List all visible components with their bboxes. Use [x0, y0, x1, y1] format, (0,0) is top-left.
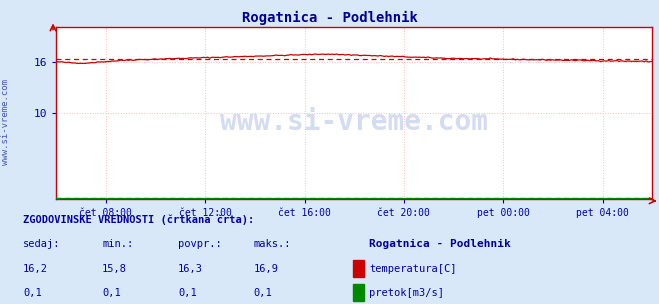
Text: www.si-vreme.com: www.si-vreme.com	[220, 108, 488, 136]
Text: min.:: min.:	[102, 239, 133, 249]
Text: 15,8: 15,8	[102, 264, 127, 274]
Text: maks.:: maks.:	[254, 239, 291, 249]
Text: povpr.:: povpr.:	[178, 239, 221, 249]
Text: www.si-vreme.com: www.si-vreme.com	[1, 79, 10, 164]
Text: 0,1: 0,1	[178, 288, 196, 298]
Text: 0,1: 0,1	[23, 288, 42, 298]
Text: 16,2: 16,2	[23, 264, 48, 274]
Text: ZGODOVINSKE VREDNOSTI (črtkana črta):: ZGODOVINSKE VREDNOSTI (črtkana črta):	[23, 214, 254, 225]
Text: 16,9: 16,9	[254, 264, 279, 274]
Text: Rogatnica - Podlehnik: Rogatnica - Podlehnik	[242, 11, 417, 25]
Text: temperatura[C]: temperatura[C]	[369, 264, 457, 274]
Text: Rogatnica - Podlehnik: Rogatnica - Podlehnik	[369, 239, 511, 249]
Text: sedaj:: sedaj:	[23, 239, 61, 249]
Text: 16,3: 16,3	[178, 264, 203, 274]
Text: 0,1: 0,1	[102, 288, 121, 298]
Text: pretok[m3/s]: pretok[m3/s]	[369, 288, 444, 298]
Text: 0,1: 0,1	[254, 288, 272, 298]
